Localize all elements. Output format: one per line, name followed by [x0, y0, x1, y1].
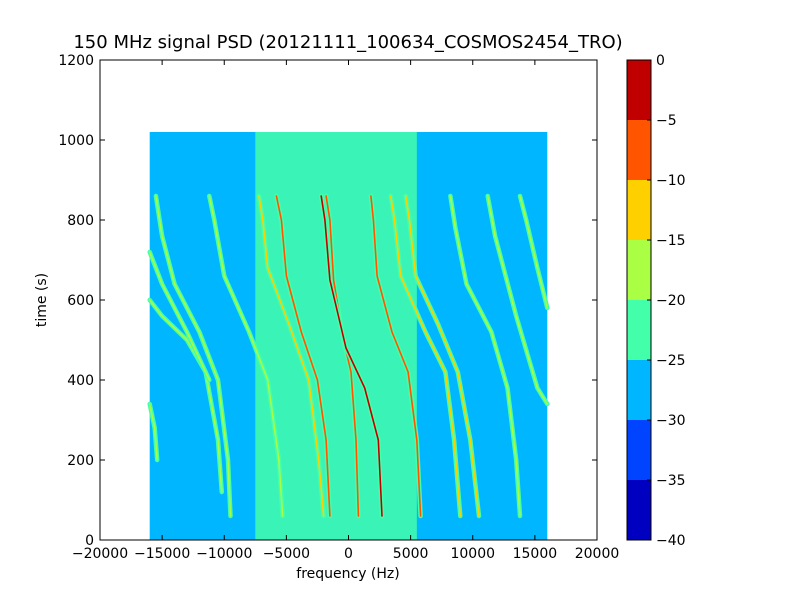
trace-1	[275, 195, 331, 517]
colorbar-swatch	[627, 300, 651, 360]
y-tick-label: 200	[67, 453, 94, 469]
colorbar-tick-label: −20	[656, 293, 686, 309]
y-tick-label: 400	[67, 373, 94, 389]
y-tick-label: 600	[67, 293, 94, 309]
colorbar-tick-label: −30	[656, 413, 686, 429]
x-tick-label: 5000	[393, 546, 429, 562]
colorbar-swatch	[627, 240, 651, 300]
y-axis-label: time (s)	[34, 273, 50, 327]
x-tick-label: 10000	[450, 546, 495, 562]
colorbar-swatch	[627, 480, 651, 540]
y-axis-ticks: 0 200 400 600 800 1000 1200	[58, 53, 597, 549]
trace-3	[320, 195, 383, 517]
x-tick-label: −10000	[196, 546, 252, 562]
x-tick-label: 15000	[513, 546, 558, 562]
colorbar: −40 −35 −30 −25 −20 −15 −10 −5 0	[626, 53, 686, 549]
colorbar-ticks: −40 −35 −30 −25 −20 −15 −10 −5 0	[647, 53, 686, 549]
x-tick-label: 0	[344, 546, 353, 562]
chart-title: 150 MHz signal PSD (20121111_100634_COSM…	[73, 32, 622, 53]
trace-14	[148, 403, 158, 461]
colorbar-tick-label: −25	[656, 353, 686, 369]
y-tick-label: 0	[85, 533, 94, 549]
y-tick-label: 1200	[58, 53, 94, 69]
colorbar-tick-label: −40	[656, 533, 686, 549]
heatmap-image	[149, 132, 548, 540]
colorbar-tick-label: −10	[656, 173, 686, 189]
trace-6	[389, 195, 462, 517]
trace-13	[486, 195, 549, 405]
colorbar-tick-label: 0	[656, 53, 665, 69]
colorbar-tick-label: −15	[656, 233, 686, 249]
colorbar-swatch	[627, 360, 651, 420]
x-tick-label: −15000	[134, 546, 190, 562]
colorbar-swatches	[627, 60, 651, 540]
x-tick-label: −5000	[263, 546, 310, 562]
colorbar-swatch	[627, 180, 651, 240]
y-tick-label: 800	[67, 213, 94, 229]
plot-area: −20000 −15000 −10000 −5000 0 5000 10000 15000 20…	[58, 53, 619, 562]
trace-8	[208, 195, 284, 517]
x-tick-label: 20000	[575, 546, 620, 562]
x-tick-label: −20000	[72, 546, 128, 562]
colorbar-tick-label: −35	[656, 473, 686, 489]
colorbar-swatch	[627, 420, 651, 480]
x-axis-ticks: −20000 −15000 −10000 −5000 0 5000 10000 15000 20…	[72, 60, 619, 562]
x-axis-label: frequency (Hz)	[296, 566, 399, 582]
y-tick-label: 1000	[58, 133, 94, 149]
trace-5	[404, 195, 480, 517]
trace-11	[148, 251, 211, 381]
trace-7	[449, 195, 521, 517]
colorbar-swatch	[627, 60, 651, 120]
colorbar-swatch	[627, 120, 651, 180]
trace-2	[370, 195, 422, 517]
colorbar-tick-label: −5	[656, 113, 677, 129]
signal-traces	[147, 193, 550, 519]
trace-12	[519, 195, 549, 309]
trace-4	[258, 195, 325, 517]
trace-9	[155, 195, 232, 517]
